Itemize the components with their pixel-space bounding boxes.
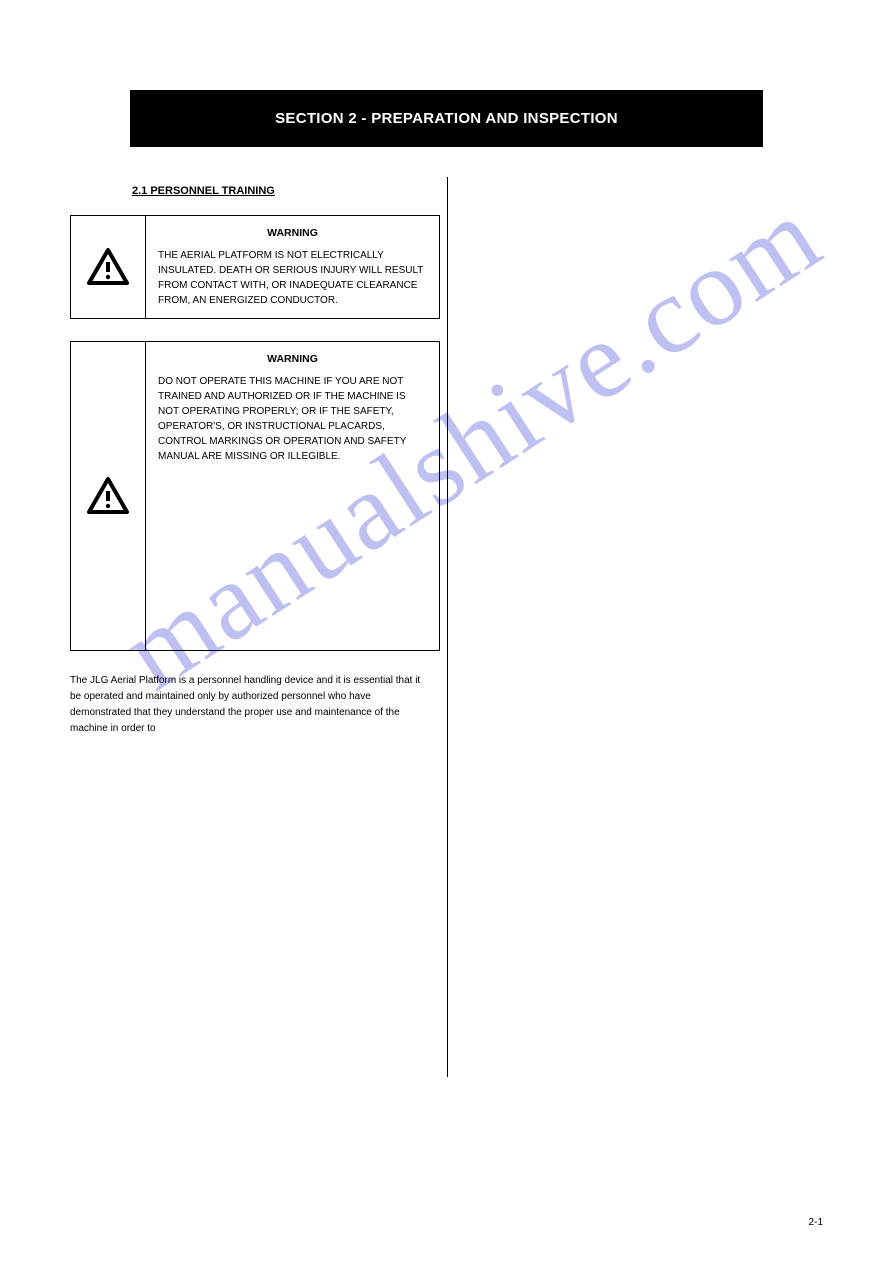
left-column: 2.1 PERSONNEL TRAINING WARNING THE AERIA… [70, 177, 447, 1077]
warning-title-1: WARNING [158, 226, 427, 242]
warning-box-2: WARNING DO NOT OPERATE THIS MACHINE IF Y… [70, 341, 440, 651]
warning-text-cell-1: WARNING THE AERIAL PLATFORM IS NOT ELECT… [146, 216, 439, 318]
page-number: 2-1 [809, 1217, 823, 1228]
right-column [447, 177, 824, 1077]
warning-icon-cell-1 [71, 216, 146, 318]
warning-title-2: WARNING [158, 352, 427, 368]
warning-box-1: WARNING THE AERIAL PLATFORM IS NOT ELECT… [70, 215, 440, 319]
warning-body-1: THE AERIAL PLATFORM IS NOT ELECTRICALLY … [158, 248, 427, 308]
warning-triangle-icon [87, 248, 129, 286]
warning-body-2: DO NOT OPERATE THIS MACHINE IF YOU ARE N… [158, 374, 427, 464]
body-paragraph: The JLG Aerial Platform is a personnel h… [70, 673, 427, 737]
content-area: 2.1 PERSONNEL TRAINING WARNING THE AERIA… [60, 177, 833, 1077]
section-header: SECTION 2 - PREPARATION AND INSPECTION [130, 90, 763, 147]
warning-text-cell-2: WARNING DO NOT OPERATE THIS MACHINE IF Y… [146, 342, 439, 650]
section-title: 2.1 PERSONNEL TRAINING [132, 185, 427, 197]
warning-icon-cell-2 [71, 342, 146, 650]
warning-triangle-icon [87, 477, 129, 515]
page-container: SECTION 2 - PREPARATION AND INSPECTION 2… [0, 0, 893, 1107]
